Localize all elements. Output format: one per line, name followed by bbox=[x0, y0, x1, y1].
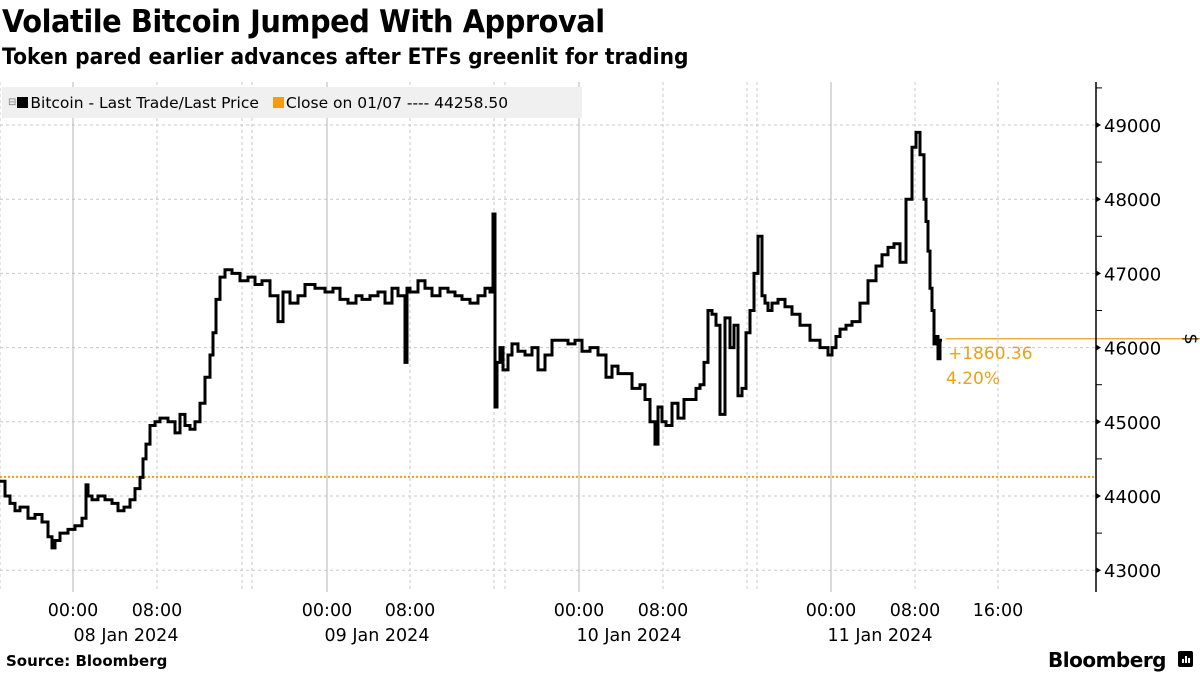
collapse-tree-icon[interactable]: ⊟ bbox=[8, 97, 17, 108]
bloomberg-logo-text: Bloomberg bbox=[1048, 648, 1166, 672]
svg-text:00:00: 00:00 bbox=[554, 601, 604, 621]
svg-text:16:00: 16:00 bbox=[973, 601, 1023, 621]
svg-text:44000: 44000 bbox=[1104, 487, 1161, 508]
chart-title: Volatile Bitcoin Jumped With Approval bbox=[2, 4, 605, 40]
x-axis-ticks: 00:00 08:00 00:00 08:00 00:00 08:00 00:00 08:00… bbox=[48, 601, 1023, 646]
legend-label-bitcoin: Bitcoin - Last Trade/Last Price bbox=[30, 93, 259, 112]
legend-swatch-black bbox=[17, 97, 29, 108]
legend-item-bitcoin: Bitcoin - Last Trade/Last Price bbox=[17, 94, 259, 112]
bloomberg-chart-icon bbox=[1178, 651, 1193, 667]
bitcoin-price-line bbox=[0, 130, 942, 550]
chart-subtitle: Token pared earlier advances after ETFs … bbox=[2, 45, 689, 70]
svg-text:49000: 49000 bbox=[1104, 116, 1161, 137]
svg-text:10 Jan 2024: 10 Jan 2024 bbox=[577, 626, 682, 646]
chart-legend: ⊟ Bitcoin - Last Trade/Last Price Close … bbox=[2, 87, 582, 118]
svg-text:08:00: 08:00 bbox=[132, 601, 182, 621]
change-annotation: +1860.36 bbox=[948, 344, 1033, 364]
svg-text:08:00: 08:00 bbox=[890, 601, 940, 621]
svg-text:46000: 46000 bbox=[1104, 339, 1161, 360]
svg-text:09 Jan 2024: 09 Jan 2024 bbox=[325, 626, 430, 646]
svg-text:11 Jan 2024: 11 Jan 2024 bbox=[828, 626, 933, 646]
svg-text:45000: 45000 bbox=[1104, 413, 1161, 434]
svg-text:00:00: 00:00 bbox=[48, 601, 98, 621]
horizontal-gridlines bbox=[0, 82, 1096, 592]
svg-text:08 Jan 2024: 08 Jan 2024 bbox=[74, 626, 179, 646]
change-percent-annotation: 4.20% bbox=[946, 369, 1000, 389]
svg-text:00:00: 00:00 bbox=[806, 601, 856, 621]
svg-text:00:00: 00:00 bbox=[302, 601, 352, 621]
svg-text:47000: 47000 bbox=[1104, 264, 1161, 285]
legend-item-close: Close on 01/07 ---- 44258.50 bbox=[272, 93, 509, 112]
svg-text:43000: 43000 bbox=[1104, 561, 1161, 582]
svg-text:48000: 48000 bbox=[1104, 190, 1161, 211]
svg-text:08:00: 08:00 bbox=[385, 601, 435, 621]
svg-text:08:00: 08:00 bbox=[638, 601, 688, 621]
legend-swatch-orange bbox=[272, 97, 284, 108]
y-axis-ticks: 43000 44000 45000 46000 47000 48000 49000 bbox=[1096, 87, 1161, 582]
y-axis-unit: $ bbox=[1180, 333, 1200, 344]
source-note: Source: Bloomberg bbox=[6, 652, 168, 670]
legend-label-close: Close on 01/07 ---- 44258.50 bbox=[285, 93, 509, 112]
